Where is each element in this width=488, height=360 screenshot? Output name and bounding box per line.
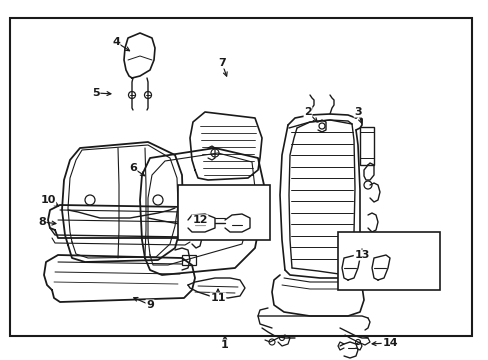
Text: 14: 14: [382, 338, 397, 348]
Text: 8: 8: [38, 217, 46, 227]
Text: 12: 12: [192, 215, 207, 225]
Text: 2: 2: [304, 107, 311, 117]
Text: 13: 13: [354, 250, 369, 260]
Text: 4: 4: [112, 37, 120, 47]
Bar: [359, 127, 373, 165]
Text: 5: 5: [92, 88, 100, 98]
Bar: [182, 255, 196, 265]
Bar: [10, 18, 471, 336]
Text: 1: 1: [221, 340, 228, 350]
Text: 10: 10: [40, 195, 56, 205]
Text: 3: 3: [353, 107, 361, 117]
Text: 7: 7: [218, 58, 225, 68]
Text: 9: 9: [146, 300, 154, 310]
Bar: [178, 185, 269, 240]
Text: 6: 6: [129, 163, 137, 173]
Bar: [337, 232, 439, 290]
Text: 11: 11: [210, 293, 225, 303]
